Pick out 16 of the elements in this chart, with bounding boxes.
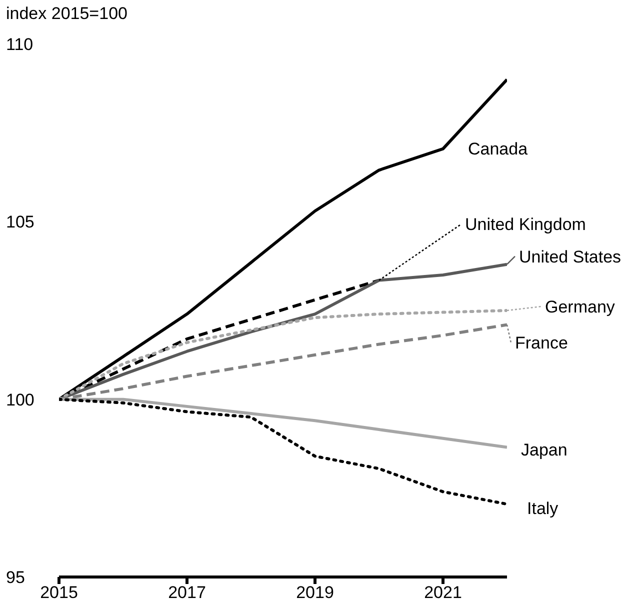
text: United Kingdom bbox=[465, 215, 586, 234]
y-tick-label: 105 bbox=[6, 212, 34, 232]
y-tick-label: 110 bbox=[6, 34, 34, 54]
y-tick-label: 95 bbox=[6, 568, 25, 587]
x-tick-label: 2019 bbox=[296, 583, 334, 602]
series-label: Japan bbox=[521, 440, 568, 460]
y-tick-label: 100 bbox=[6, 390, 34, 410]
x-tick-label: 2017 bbox=[168, 583, 206, 602]
x-tick-label: 2021 bbox=[424, 583, 462, 602]
legend-label: United States bbox=[519, 247, 622, 266]
series-label: Italy bbox=[527, 499, 559, 518]
y-axis-title: index 2015=100 bbox=[6, 4, 128, 24]
series-label: Canada bbox=[468, 139, 528, 158]
x-tick-label: 2015 bbox=[40, 583, 78, 602]
legend-label: France bbox=[515, 334, 568, 353]
legend-label: Germany bbox=[545, 297, 616, 316]
